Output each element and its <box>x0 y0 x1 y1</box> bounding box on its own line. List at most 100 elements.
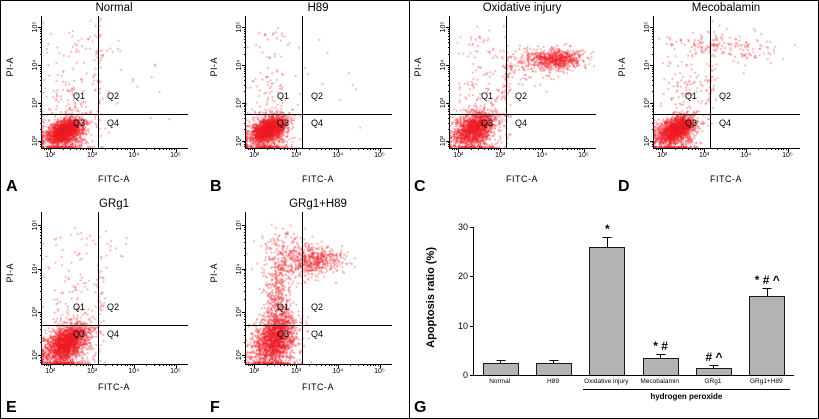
axis-tick <box>244 313 246 315</box>
quadrant-label-q1: Q1 <box>481 91 494 101</box>
axis-tick <box>244 285 246 287</box>
axis-tick <box>448 84 450 86</box>
axis-tick <box>244 362 246 363</box>
axis-tick <box>244 281 246 283</box>
axis-tick <box>266 148 268 150</box>
axis-tick <box>470 375 474 376</box>
axis-tick <box>252 148 254 150</box>
scatter-canvas <box>42 16 188 148</box>
quadrant-label-q3: Q3 <box>277 118 290 128</box>
axis-tick <box>153 364 155 366</box>
axis-tick <box>40 298 42 300</box>
axis-tick <box>566 148 568 150</box>
quadrant-label-q1: Q1 <box>685 91 698 101</box>
quadrant-label-q1: Q1 <box>277 302 290 312</box>
axis-tick <box>783 148 785 150</box>
bar-group: * # <box>634 227 687 375</box>
axis-tick <box>244 91 246 93</box>
axis-tick <box>40 76 42 78</box>
axis-tick <box>244 35 246 37</box>
x-axis-label: FITC-A <box>98 382 130 392</box>
axis-tick <box>652 38 654 40</box>
bar-group <box>474 227 527 375</box>
axis-tick <box>244 104 246 106</box>
x-tick-label: 10⁵ <box>374 152 385 159</box>
quadrant-label-q4: Q4 <box>515 118 528 128</box>
axis-tick <box>274 364 276 366</box>
y-tick-label: 30 <box>457 222 468 232</box>
axis-tick <box>244 76 246 78</box>
flow-panels-top-row: Normal PI-A Q1 Q2 Q3 Q4 10² 10² 10³ 10³ 10⁴ 1… <box>1 1 818 197</box>
axis-tick <box>561 148 563 150</box>
axis-tick <box>40 53 42 55</box>
y-tick-label: 10⁴ <box>32 59 39 71</box>
axis-tick <box>650 140 654 142</box>
quadrant-label-q3: Q3 <box>277 329 290 339</box>
y-tick-label: 10⁴ <box>236 59 243 71</box>
axis-tick <box>171 364 173 366</box>
axis-tick <box>104 364 106 366</box>
category-label: GRg1 <box>704 378 722 385</box>
axis-tick <box>112 148 113 150</box>
axis-tick <box>500 148 502 152</box>
x-tick-label: 10² <box>45 152 56 159</box>
axis-tick <box>448 91 450 93</box>
flow-cytometry-panel: H89 PI-A Q1 Q2 Q3 Q4 10² 10² 10³ 10³ 10⁴ 10⁴ 1… <box>205 1 409 197</box>
quadrant-label-q3: Q3 <box>481 118 494 128</box>
axis-tick <box>90 148 92 150</box>
x-tick-label: 10⁴ <box>128 368 140 375</box>
bar <box>695 368 732 375</box>
axis-tick <box>652 122 654 124</box>
axis-tick <box>40 247 42 249</box>
x-tick-label: 10⁴ <box>536 152 548 159</box>
axis-tick <box>741 148 743 150</box>
y-axis-label: PI-A <box>617 57 627 77</box>
x-axis-label: FITC-A <box>302 174 334 184</box>
axis-tick <box>129 364 131 366</box>
axis-tick <box>470 276 474 278</box>
axis-tick <box>652 76 654 78</box>
y-tick-label: 10⁵ <box>236 219 243 231</box>
axis-tick <box>38 268 42 270</box>
axis-tick <box>244 142 246 144</box>
axis-tick <box>48 364 50 366</box>
axis-tick <box>162 148 164 150</box>
axis-tick <box>778 148 780 150</box>
axis-tick <box>244 144 246 146</box>
axis-tick <box>40 35 42 37</box>
axis-tick <box>337 364 339 368</box>
y-tick-label: 10² <box>236 135 243 146</box>
axis-tick <box>127 148 129 150</box>
x-axis-label: FITC-A <box>302 382 334 392</box>
x-tick-label: 10³ <box>87 368 98 375</box>
axis-tick <box>244 227 246 228</box>
axis-tick <box>242 102 246 104</box>
axis-tick <box>765 148 767 150</box>
axis-tick <box>40 144 42 146</box>
axis-tick <box>454 148 456 150</box>
x-tick-label: 10² <box>453 152 464 159</box>
x-axis-label: FITC-A <box>710 174 742 184</box>
axis-tick <box>82 148 84 150</box>
axis-tick <box>770 148 772 150</box>
axis-tick <box>448 42 450 44</box>
axis-tick <box>50 364 52 368</box>
axis-tick <box>658 148 660 150</box>
x-tick-label: 10³ <box>291 368 302 375</box>
axis-tick <box>448 111 450 113</box>
axis-tick <box>652 84 654 86</box>
axis-tick <box>490 148 492 150</box>
axis-tick <box>244 278 246 280</box>
x-tick-label: 10³ <box>699 152 710 159</box>
y-tick-label: 10⁵ <box>236 21 243 33</box>
axis-tick <box>286 148 288 150</box>
axis-tick <box>40 229 42 231</box>
axis-tick <box>448 146 450 148</box>
axis-tick <box>525 148 527 150</box>
axis-tick <box>512 148 514 150</box>
axis-tick <box>40 114 42 116</box>
quadrant-label-q1: Q1 <box>73 302 86 312</box>
x-tick-label: 10⁴ <box>740 152 752 159</box>
bar <box>642 357 679 375</box>
axis-tick <box>496 148 497 150</box>
